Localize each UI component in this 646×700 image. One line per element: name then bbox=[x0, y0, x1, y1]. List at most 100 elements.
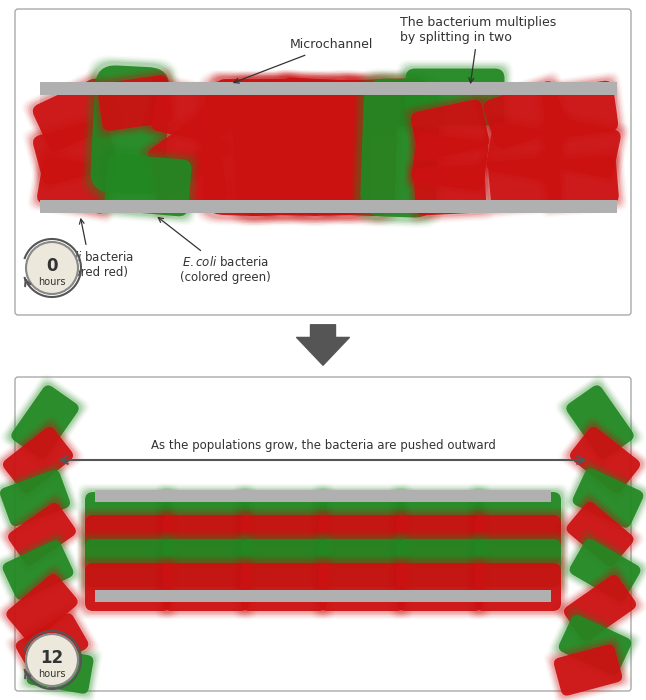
Bar bbox=[95, 490, 551, 502]
FancyBboxPatch shape bbox=[158, 510, 255, 568]
FancyBboxPatch shape bbox=[1, 568, 83, 648]
FancyBboxPatch shape bbox=[223, 71, 317, 225]
Bar bbox=[40, 95, 617, 200]
FancyBboxPatch shape bbox=[567, 502, 634, 566]
FancyBboxPatch shape bbox=[570, 466, 646, 531]
FancyBboxPatch shape bbox=[161, 536, 251, 589]
FancyBboxPatch shape bbox=[312, 485, 412, 547]
FancyBboxPatch shape bbox=[312, 532, 412, 594]
FancyBboxPatch shape bbox=[535, 110, 629, 186]
FancyBboxPatch shape bbox=[149, 150, 231, 214]
FancyBboxPatch shape bbox=[572, 468, 643, 528]
FancyBboxPatch shape bbox=[289, 76, 371, 220]
FancyBboxPatch shape bbox=[468, 532, 568, 594]
FancyBboxPatch shape bbox=[537, 76, 623, 144]
FancyBboxPatch shape bbox=[25, 111, 125, 193]
FancyBboxPatch shape bbox=[402, 92, 497, 169]
FancyBboxPatch shape bbox=[4, 378, 86, 466]
FancyBboxPatch shape bbox=[32, 152, 118, 218]
FancyBboxPatch shape bbox=[556, 612, 634, 678]
FancyBboxPatch shape bbox=[234, 532, 334, 594]
FancyBboxPatch shape bbox=[145, 111, 231, 192]
FancyBboxPatch shape bbox=[161, 561, 251, 613]
FancyBboxPatch shape bbox=[6, 380, 84, 464]
FancyBboxPatch shape bbox=[277, 74, 363, 133]
FancyBboxPatch shape bbox=[484, 153, 566, 214]
FancyBboxPatch shape bbox=[274, 70, 366, 136]
FancyBboxPatch shape bbox=[237, 488, 331, 544]
FancyBboxPatch shape bbox=[0, 531, 82, 608]
FancyBboxPatch shape bbox=[391, 510, 488, 568]
FancyBboxPatch shape bbox=[548, 638, 629, 700]
FancyBboxPatch shape bbox=[551, 642, 625, 699]
FancyBboxPatch shape bbox=[30, 76, 120, 155]
FancyBboxPatch shape bbox=[146, 147, 234, 217]
FancyBboxPatch shape bbox=[404, 126, 496, 198]
FancyBboxPatch shape bbox=[81, 535, 175, 591]
FancyBboxPatch shape bbox=[0, 463, 77, 533]
FancyBboxPatch shape bbox=[0, 424, 76, 496]
FancyBboxPatch shape bbox=[401, 64, 508, 130]
FancyBboxPatch shape bbox=[143, 109, 233, 195]
FancyBboxPatch shape bbox=[15, 377, 631, 691]
FancyBboxPatch shape bbox=[475, 539, 561, 587]
FancyBboxPatch shape bbox=[234, 556, 334, 618]
FancyBboxPatch shape bbox=[395, 536, 485, 589]
FancyBboxPatch shape bbox=[3, 498, 81, 570]
FancyBboxPatch shape bbox=[472, 512, 563, 566]
Text: $\it{E. coli}$ bacteria
(colored red): $\it{E. coli}$ bacteria (colored red) bbox=[47, 219, 133, 279]
FancyBboxPatch shape bbox=[163, 563, 249, 611]
Text: As the populations grow, the bacteria are pushed outward: As the populations grow, the bacteria ar… bbox=[151, 439, 495, 452]
FancyBboxPatch shape bbox=[561, 380, 639, 464]
FancyBboxPatch shape bbox=[31, 150, 119, 220]
FancyBboxPatch shape bbox=[486, 122, 564, 181]
FancyBboxPatch shape bbox=[0, 417, 83, 503]
FancyBboxPatch shape bbox=[79, 486, 176, 545]
FancyBboxPatch shape bbox=[567, 536, 643, 604]
FancyBboxPatch shape bbox=[390, 556, 490, 618]
FancyBboxPatch shape bbox=[0, 538, 76, 603]
FancyBboxPatch shape bbox=[85, 515, 171, 563]
FancyBboxPatch shape bbox=[26, 71, 125, 159]
FancyBboxPatch shape bbox=[475, 73, 575, 158]
FancyBboxPatch shape bbox=[344, 76, 426, 131]
FancyBboxPatch shape bbox=[468, 485, 568, 547]
FancyBboxPatch shape bbox=[315, 559, 409, 615]
FancyBboxPatch shape bbox=[81, 488, 175, 544]
FancyBboxPatch shape bbox=[97, 146, 199, 224]
FancyBboxPatch shape bbox=[33, 119, 117, 185]
FancyBboxPatch shape bbox=[236, 533, 333, 592]
FancyBboxPatch shape bbox=[409, 131, 491, 193]
FancyBboxPatch shape bbox=[156, 556, 256, 618]
FancyBboxPatch shape bbox=[472, 536, 563, 589]
FancyBboxPatch shape bbox=[561, 530, 646, 610]
Text: 12: 12 bbox=[41, 649, 63, 667]
FancyBboxPatch shape bbox=[78, 508, 178, 570]
FancyBboxPatch shape bbox=[406, 69, 505, 125]
FancyBboxPatch shape bbox=[148, 115, 228, 189]
FancyBboxPatch shape bbox=[539, 113, 625, 183]
FancyBboxPatch shape bbox=[471, 511, 565, 567]
FancyBboxPatch shape bbox=[0, 494, 85, 575]
FancyBboxPatch shape bbox=[470, 510, 567, 568]
FancyBboxPatch shape bbox=[319, 563, 405, 611]
FancyBboxPatch shape bbox=[95, 73, 175, 134]
FancyBboxPatch shape bbox=[278, 75, 361, 131]
FancyBboxPatch shape bbox=[406, 158, 494, 223]
Circle shape bbox=[26, 242, 78, 294]
FancyBboxPatch shape bbox=[563, 382, 637, 462]
FancyBboxPatch shape bbox=[234, 508, 334, 570]
FancyBboxPatch shape bbox=[210, 72, 300, 134]
FancyBboxPatch shape bbox=[541, 115, 623, 181]
FancyBboxPatch shape bbox=[543, 153, 621, 211]
FancyBboxPatch shape bbox=[410, 160, 490, 220]
FancyBboxPatch shape bbox=[287, 74, 373, 221]
FancyBboxPatch shape bbox=[6, 574, 78, 642]
FancyBboxPatch shape bbox=[408, 159, 492, 221]
FancyBboxPatch shape bbox=[90, 65, 169, 195]
FancyBboxPatch shape bbox=[390, 485, 490, 547]
FancyBboxPatch shape bbox=[550, 606, 640, 684]
FancyBboxPatch shape bbox=[98, 76, 172, 131]
FancyBboxPatch shape bbox=[293, 80, 368, 216]
FancyBboxPatch shape bbox=[275, 72, 364, 134]
